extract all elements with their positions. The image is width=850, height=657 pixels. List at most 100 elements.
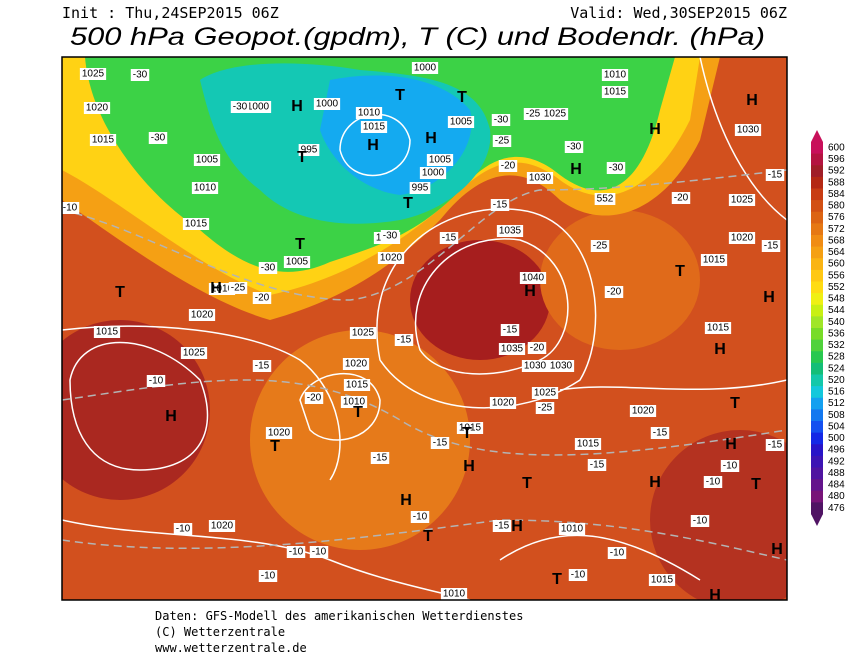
- temperature-label-box: [491, 114, 511, 126]
- legend-swatch: [811, 235, 823, 248]
- temperature-label-box: [430, 437, 450, 449]
- temperature-label: -30: [606, 162, 626, 174]
- temperature-label-box: [60, 202, 80, 214]
- temperature-label: -15: [500, 324, 520, 336]
- valid-time: Valid: Wed,30SEP2015 06Z: [570, 4, 787, 22]
- legend-label: 572: [828, 224, 845, 235]
- isobar-label: 1005: [193, 154, 221, 166]
- isobar-label: 1025: [531, 387, 559, 399]
- temperature-label-text: -25: [538, 403, 553, 414]
- isobar-label-text: 1020: [731, 233, 754, 244]
- legend-swatch: [811, 188, 823, 201]
- temperature-label-box: [564, 141, 584, 153]
- temperature-label: -10: [286, 546, 306, 558]
- pressure-center: H: [210, 280, 222, 297]
- legend-label: 484: [828, 480, 845, 491]
- temperature-label-text: -15: [255, 361, 270, 372]
- temperature-label-box: [671, 192, 691, 204]
- pressure-center: H: [291, 98, 303, 115]
- isobar-label: 1025: [180, 347, 208, 359]
- isobar-label: 1030: [734, 124, 762, 136]
- temperature-label-box: [148, 132, 168, 144]
- legend-label: 500: [828, 433, 845, 444]
- isobar-label: 1030: [526, 172, 554, 184]
- temperature-label-text: -10: [289, 547, 304, 558]
- pressure-center: T: [395, 87, 405, 104]
- isobar-label-text: 1010: [358, 108, 381, 119]
- isobar-label-text: 1005: [196, 155, 219, 166]
- legend-label: 516: [828, 387, 845, 398]
- legend-label: 556: [828, 270, 845, 281]
- pressure-center: T: [297, 149, 307, 166]
- temperature-label-text: -15: [764, 241, 779, 252]
- temperature-label-box: [439, 232, 459, 244]
- temperature-label: -25: [228, 282, 248, 294]
- temperature-label-box: [535, 402, 555, 414]
- isobar-label-box: [193, 154, 221, 166]
- temperature-label: -30: [230, 101, 250, 113]
- isobar-label-box: [574, 438, 602, 450]
- legend-swatch: [811, 153, 823, 166]
- warm-area: [62, 320, 210, 500]
- temperature-label: -10: [690, 515, 710, 527]
- temperature-label-text: -15: [503, 325, 518, 336]
- pressure-center: H: [709, 587, 721, 604]
- legend-label: 512: [828, 398, 845, 409]
- isobar-label-text: 1020: [211, 521, 234, 532]
- temperature-label-text: -15: [442, 233, 457, 244]
- isobar-label-text: 1025: [352, 328, 375, 339]
- temperature-label-box: [173, 523, 193, 535]
- pressure-center: H: [725, 436, 737, 453]
- isobar-label-text: 1020: [191, 310, 214, 321]
- legend-label: 576: [828, 212, 845, 223]
- pressure-center: H: [746, 92, 758, 109]
- temperature-label: -20: [498, 160, 518, 172]
- temperature-label-box: [394, 334, 414, 346]
- temperature-label-box: [590, 240, 610, 252]
- pressure-center: H: [367, 137, 379, 154]
- isobar-label-text: 1000: [316, 99, 339, 110]
- temperature-label-text: -10: [610, 548, 625, 559]
- isobar-label-text: 1005: [286, 257, 309, 268]
- temperature-label-text: -10: [413, 512, 428, 523]
- isobar-label-box: [447, 116, 475, 128]
- legend-swatch: [811, 455, 823, 468]
- temperature-label: -15: [765, 169, 785, 181]
- temperature-label-text: -30: [151, 133, 166, 144]
- temperature-label-box: [703, 476, 723, 488]
- isobar-label: 1015: [89, 134, 117, 146]
- temperature-label-box: [761, 240, 781, 252]
- legend-swatch: [811, 200, 823, 213]
- isobar-label-text: 1025: [534, 388, 557, 399]
- temperature-label: -20: [604, 286, 624, 298]
- isobar-label-box: [313, 98, 341, 110]
- isobar-label-text: 995: [412, 183, 429, 194]
- temperature-label: -10: [309, 546, 329, 558]
- pressure-center: T: [295, 236, 305, 253]
- isobar-label-box: [411, 62, 439, 74]
- legend-swatch: [811, 421, 823, 434]
- isobar-label: 1000: [313, 98, 341, 110]
- legend-label: 552: [828, 282, 845, 293]
- isobar-label: 1035: [496, 225, 524, 237]
- temperature-label-box: [607, 547, 627, 559]
- isobar-label-text: 1030: [550, 361, 573, 372]
- temperature-label: -30: [148, 132, 168, 144]
- isobar-label-box: [521, 360, 549, 372]
- isobar-label-box: [426, 154, 454, 166]
- temperature-label-text: -20: [607, 287, 622, 298]
- isobar-label: 995: [409, 182, 431, 194]
- isobar-label-box: [489, 397, 517, 409]
- isobar-label: 1020: [265, 427, 293, 439]
- isobar-label-box: [531, 387, 559, 399]
- temperature-label: -10: [60, 202, 80, 214]
- isobar-label-box: [349, 327, 377, 339]
- footer-copyright: (C) Wetterzentrale: [155, 625, 285, 639]
- isobar-label-text: 1010: [194, 183, 217, 194]
- temperature-label-text: -15: [590, 460, 605, 471]
- isobar-label-box: [208, 283, 236, 295]
- temperature-label-box: [230, 101, 250, 113]
- pressure-center: T: [423, 528, 433, 545]
- legend-swatch: [811, 269, 823, 282]
